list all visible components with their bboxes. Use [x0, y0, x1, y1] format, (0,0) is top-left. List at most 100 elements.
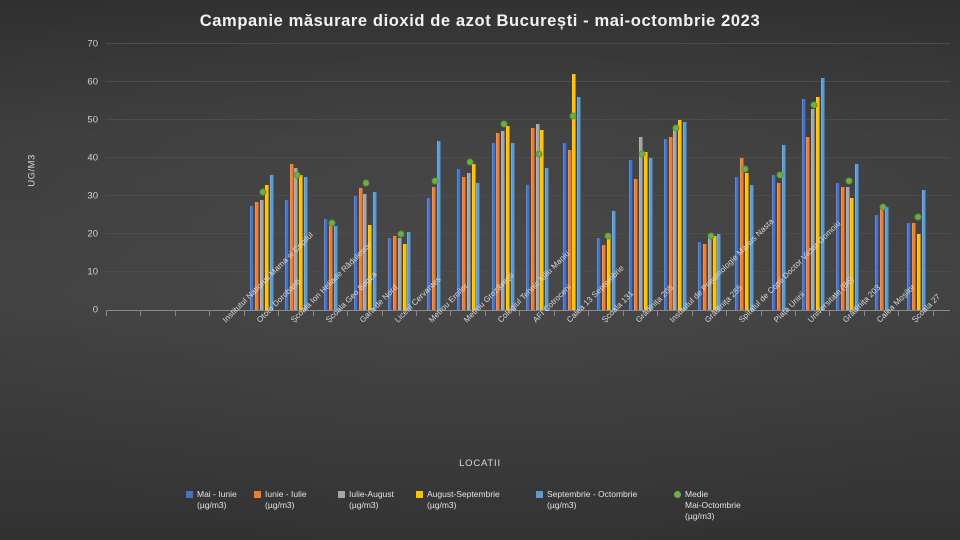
- legend-label: Mai - Iunie (µg/m3): [197, 489, 237, 510]
- bar: [735, 177, 740, 310]
- x-tickmark: [174, 311, 176, 316]
- gridline: [106, 81, 950, 82]
- bar: [880, 207, 885, 310]
- bar: [269, 175, 274, 310]
- bar: [921, 190, 926, 310]
- bar: [663, 139, 668, 310]
- bar: [466, 173, 471, 310]
- legend-item[interactable]: Medie Mai-Octombrie (µg/m3): [674, 489, 741, 522]
- legend-label: August-Septembrie (µg/m3): [427, 489, 500, 510]
- average-marker: [914, 213, 922, 221]
- legend-item[interactable]: Iulie-August (µg/m3): [338, 489, 394, 511]
- average-marker: [672, 124, 680, 132]
- bar: [577, 97, 582, 310]
- x-tickmark: [691, 311, 693, 316]
- average-marker: [535, 150, 543, 158]
- x-tickmark: [657, 311, 659, 316]
- bar: [749, 184, 754, 310]
- bar: [634, 178, 639, 310]
- bar: [717, 234, 722, 310]
- bar: [393, 235, 397, 310]
- bar: [907, 222, 912, 310]
- bar-group: [657, 44, 691, 310]
- x-tickmark: [484, 311, 486, 316]
- x-tickmark: [622, 311, 624, 316]
- legend-item[interactable]: Mai - Iunie (µg/m3): [186, 489, 237, 511]
- bar: [562, 142, 567, 310]
- x-tickmark: [898, 311, 900, 316]
- bar: [289, 163, 294, 310]
- bar-group: [519, 44, 553, 310]
- bar: [801, 99, 806, 310]
- average-marker: [638, 150, 646, 158]
- x-tickmark: [243, 311, 245, 316]
- x-tickmark: [932, 311, 934, 316]
- x-tick-label: Colegiul Tehnic Iuliu Maniu: [496, 248, 572, 325]
- bar: [916, 234, 921, 310]
- bar: [836, 182, 841, 310]
- bar: [358, 188, 363, 310]
- bar-group: [588, 44, 622, 310]
- bar: [368, 224, 373, 310]
- average-marker: [466, 158, 474, 166]
- bar-group: [898, 44, 932, 310]
- legend-item[interactable]: August-Septembrie (µg/m3): [416, 489, 500, 511]
- x-tickmark: [829, 311, 831, 316]
- bar: [353, 196, 358, 310]
- average-marker: [604, 232, 611, 240]
- legend-swatch-icon: [338, 491, 345, 498]
- bar: [815, 97, 820, 310]
- bar: [304, 177, 309, 310]
- bar: [284, 199, 289, 310]
- bar: [461, 177, 466, 310]
- bar: [806, 137, 811, 310]
- bar: [388, 237, 393, 310]
- bar-group: [347, 44, 381, 310]
- gridline: [106, 119, 950, 120]
- legend-item[interactable]: Septembrie - Octombrie (µg/m3): [536, 489, 637, 511]
- bar: [884, 207, 889, 310]
- bar: [397, 237, 402, 310]
- bar: [255, 201, 260, 310]
- legend-item[interactable]: Iunie - Iulie (µg/m3): [254, 489, 307, 511]
- bar: [471, 163, 476, 310]
- bar-group: [485, 44, 519, 310]
- bar-group: [382, 44, 416, 310]
- plot-area: [106, 43, 950, 310]
- bar: [530, 127, 535, 310]
- average-marker: [293, 171, 301, 179]
- bar: [744, 173, 749, 310]
- average-marker: [879, 203, 887, 211]
- x-axis-title: LOCATII: [459, 458, 501, 469]
- bar: [324, 218, 329, 310]
- bar-group: [726, 44, 760, 310]
- y-tick-label: 40: [87, 152, 98, 164]
- bar-group: [278, 44, 312, 310]
- x-tickmark: [381, 311, 383, 316]
- chart-title: Campanie măsurare dioxid de azot Bucureș…: [199, 12, 761, 30]
- y-tick-label: 0: [92, 304, 98, 316]
- x-tickmark: [553, 311, 555, 316]
- bar-group: [450, 44, 484, 310]
- bar: [501, 131, 506, 310]
- bar: [363, 194, 368, 310]
- bar: [264, 184, 269, 310]
- bar: [457, 169, 462, 310]
- bar: [572, 74, 577, 310]
- x-tickmark: [312, 311, 314, 316]
- bar: [505, 125, 510, 310]
- bar: [496, 133, 501, 310]
- bar: [850, 197, 855, 310]
- gridline: [106, 157, 950, 158]
- chart-legend: Mai - Iunie (µg/m3) Iunie - Iulie (µg/m3)…: [186, 489, 886, 535]
- bar-group: [692, 44, 726, 310]
- bar-group: [761, 44, 795, 310]
- x-tick-label: Calea 13 Septembrie: [565, 263, 626, 325]
- bar: [567, 150, 572, 310]
- bar: [912, 222, 917, 310]
- x-tickmark: [863, 311, 865, 316]
- bar: [427, 197, 432, 310]
- y-tick-label: 60: [87, 76, 98, 88]
- bar: [698, 241, 703, 310]
